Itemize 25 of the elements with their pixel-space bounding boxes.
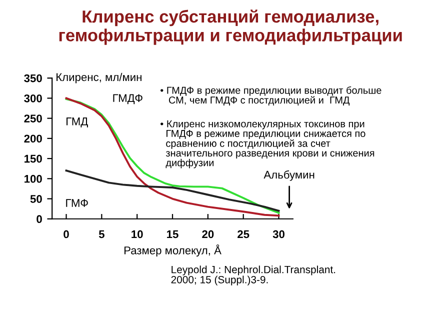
text: Leypold J.: Nephrol.Dial.Transplant. 2000; 15 (Suppl.)3-9. xyxy=(171,266,336,286)
series-label: ГМДФ xyxy=(113,94,142,104)
x-tick-label: 0 xyxy=(64,230,69,238)
x-tick-label: 10 xyxy=(132,230,143,238)
y-tick-label: 350 xyxy=(24,74,42,82)
series-label: ГМФ xyxy=(66,199,88,207)
x-tick-label: 25 xyxy=(238,230,250,238)
series-label: ГМД xyxy=(66,118,88,128)
x-tick-label: 15 xyxy=(167,230,178,238)
x-tick-label: 20 xyxy=(202,230,214,238)
y-tick-label: 300 xyxy=(24,94,42,102)
x-axis-title: Размер молекул, Å xyxy=(124,244,222,257)
y-tick-label: 200 xyxy=(24,134,42,143)
annotation: • ГМДФ в режиме предилюции выводит больше СМ, чем ГМДФ с постдилюцией и ГМД xyxy=(160,86,382,106)
y-tick-label: 50 xyxy=(30,195,42,203)
x-tick-label: 30 xyxy=(272,230,284,238)
y-tick-label: 250 xyxy=(24,114,42,122)
x-tick-label: 5 xyxy=(98,230,104,238)
chart-title: Клиренс субстанций гемодиализе, гемофильтрации и гемодиафильтрации xyxy=(59,10,402,45)
y-tick-label: 150 xyxy=(24,154,42,163)
annotation: • Клиренс низкомолекулярных токсинов при ГМДФ в режиме предилюции снижается по сравнению с постдилюцией за счет значительного разведения крови и снижения диффузии xyxy=(160,120,374,168)
y-tick-label: 100 xyxy=(24,174,42,183)
annotation: Альбумин xyxy=(264,170,314,181)
y-axis-title: Клиренс, мл/мин xyxy=(56,72,142,84)
y-tick-label: 0 xyxy=(36,215,42,224)
